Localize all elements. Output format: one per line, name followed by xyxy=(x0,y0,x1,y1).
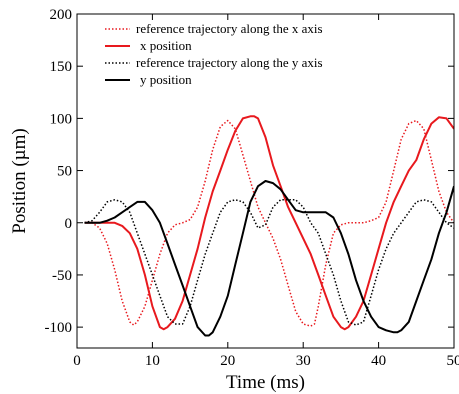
x-axis-title: Time (ms) xyxy=(226,372,305,393)
axis-ticks: 0 10 20 30 40 50 -100 -50 0 50 100 150 200 xyxy=(45,7,459,369)
series-lines xyxy=(84,115,454,337)
y-tick-label: -100 xyxy=(45,320,73,336)
legend-label-2: x position xyxy=(140,38,192,53)
plot-frame xyxy=(76,13,455,349)
y-tick-label: 200 xyxy=(50,7,73,23)
legend-label-1: reference trajectory along the x axis xyxy=(136,21,323,36)
y-axis-title: Position (µm) xyxy=(9,128,30,233)
series-line-2 xyxy=(84,115,454,331)
x-tick-label: 10 xyxy=(145,353,160,369)
x-tick-label: 20 xyxy=(220,353,235,369)
y-tick-label: 0 xyxy=(65,216,73,232)
y-tick-label: 50 xyxy=(57,164,72,180)
x-tick-label: 50 xyxy=(447,353,459,369)
series-line-4 xyxy=(84,180,454,337)
legend-label-3: reference trajectory along the y axis xyxy=(136,55,323,70)
series-line-3 xyxy=(84,199,454,326)
x-tick-label: 0 xyxy=(73,353,81,369)
legend-label-4: y position xyxy=(140,72,192,87)
y-tick-label: 100 xyxy=(50,111,73,127)
x-tick-label: 30 xyxy=(296,353,311,369)
y-tick-label: -50 xyxy=(52,268,72,284)
y-tick-label: 150 xyxy=(50,59,73,75)
legend: reference trajectory along the x axis x p… xyxy=(105,21,323,87)
series-line-1 xyxy=(84,119,454,327)
x-tick-label: 40 xyxy=(371,353,386,369)
